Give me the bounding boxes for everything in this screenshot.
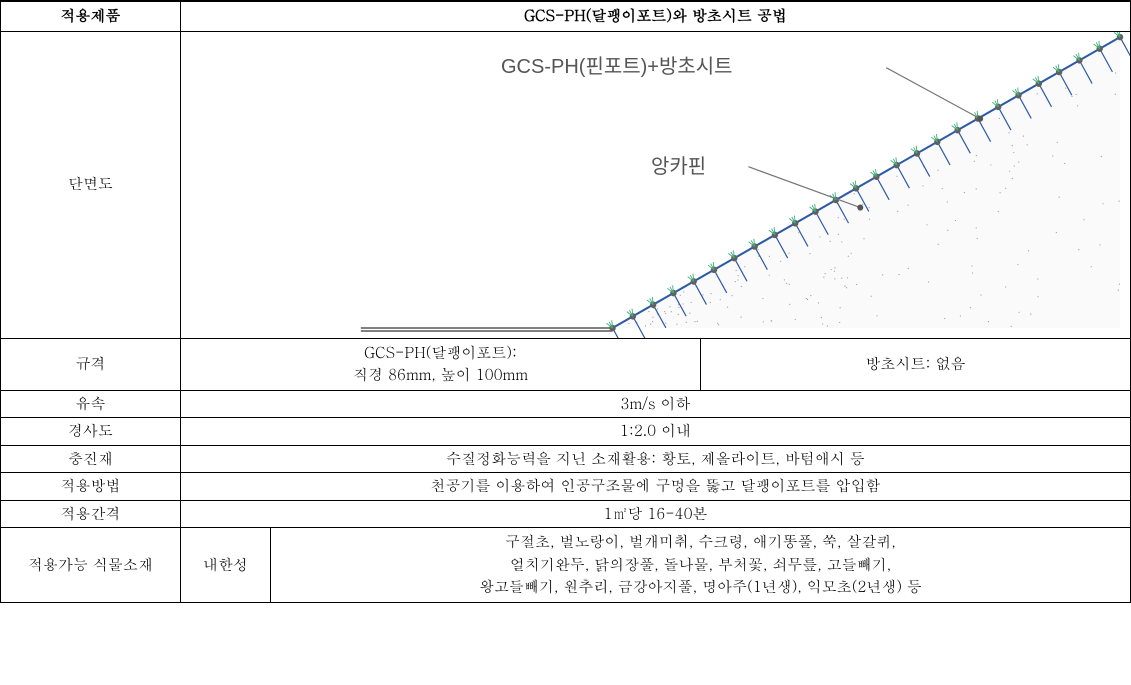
- label-slope: 경사도: [1, 418, 181, 446]
- value-flow-velocity: 3m/s 이하: [181, 390, 1131, 418]
- row-flow-velocity: 유속 3m/s 이하: [1, 390, 1131, 418]
- value-filler: 수질정화능력을 지닌 소재활용: 황토, 제올라이트, 바텀애시 등: [181, 445, 1131, 473]
- row-spacing: 적용간격 1㎡당 16-40본: [1, 500, 1131, 528]
- label-method: 적용방법: [1, 473, 181, 501]
- header-product: 적용제품: [1, 1, 181, 31]
- value-method: 천공기를 이용하여 인공구조물에 구멍을 뚫고 달팽이포트를 압입함: [181, 473, 1131, 501]
- value-spec-left: GCS-PH(달팽이포트): 직경 86mm, 높이 100mm: [181, 338, 701, 390]
- label-section-drawing: 단면도: [1, 31, 181, 338]
- label-plants-sub: 내한성: [181, 528, 271, 603]
- label-spec: 규격: [1, 338, 181, 390]
- row-filler: 충진재 수질정화능력을 지닌 소재활용: 황토, 제올라이트, 바텀애시 등: [1, 445, 1131, 473]
- value-plants: 구절초, 벌노랑이, 벌개미취, 수크령, 애기똥풀, 쑥, 살갈퀴, 얼치기완…: [271, 528, 1131, 603]
- spec-table: 적용제품 GCS-PH(달팽이포트)와 방초시트 공법 단면도 GCS-PH(핀…: [0, 0, 1131, 603]
- row-slope: 경사도 1:2.0 이내: [1, 418, 1131, 446]
- value-slope: 1:2.0 이내: [181, 418, 1131, 446]
- row-section-drawing: 단면도 GCS-PH(핀포트)+방초시트 앙카핀: [1, 31, 1131, 338]
- diagram-label-top: GCS-PH(핀포트)+방초시트: [501, 52, 733, 82]
- value-spec-right: 방초시트: 없음: [701, 338, 1131, 390]
- label-flow-velocity: 유속: [1, 390, 181, 418]
- value-spacing: 1㎡당 16-40본: [181, 500, 1131, 528]
- diagram-wrap: GCS-PH(핀포트)+방초시트 앙카핀: [181, 32, 1130, 338]
- label-spacing: 적용간격: [1, 500, 181, 528]
- diagram-label-mid: 앙카핀: [651, 152, 706, 182]
- header-method: GCS-PH(달팽이포트)와 방초시트 공법: [181, 1, 1131, 31]
- label-plants: 적용가능 식물소재: [1, 528, 181, 603]
- row-spec: 규격 GCS-PH(달팽이포트): 직경 86mm, 높이 100mm 방초시트…: [1, 338, 1131, 390]
- cell-section-diagram: GCS-PH(핀포트)+방초시트 앙카핀: [181, 31, 1131, 338]
- row-method: 적용방법 천공기를 이용하여 인공구조물에 구멍을 뚫고 달팽이포트를 압입함: [1, 473, 1131, 501]
- label-filler: 충진재: [1, 445, 181, 473]
- table-header-row: 적용제품 GCS-PH(달팽이포트)와 방초시트 공법: [1, 1, 1131, 31]
- row-plants: 적용가능 식물소재 내한성 구절초, 벌노랑이, 벌개미취, 수크령, 애기똥풀…: [1, 528, 1131, 603]
